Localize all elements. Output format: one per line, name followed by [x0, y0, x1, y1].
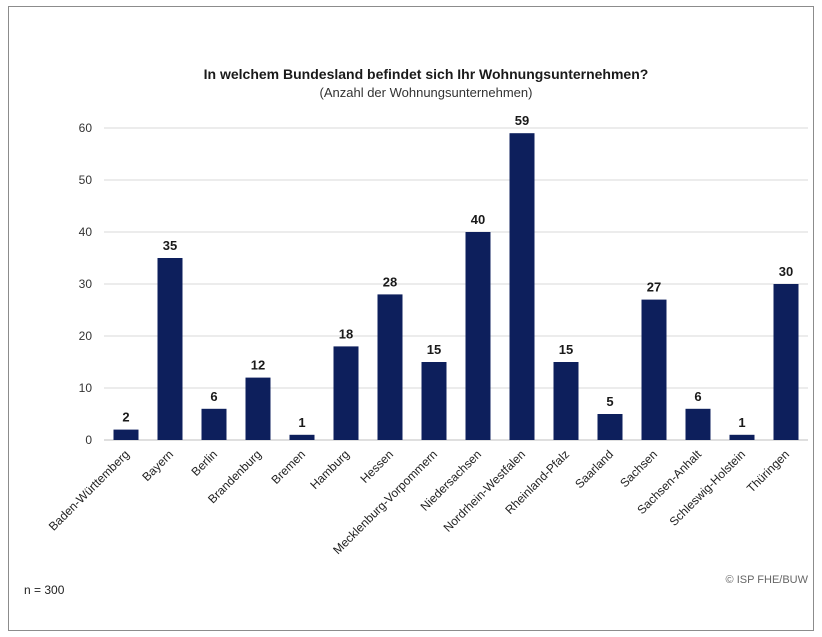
x-tick-label: Bayern — [139, 447, 176, 484]
y-axis-ticks: 0 10 20 30 40 50 60 — [79, 121, 93, 447]
data-label: 35 — [163, 238, 177, 253]
sample-size-note: n = 300 — [24, 583, 65, 597]
bar — [553, 362, 579, 440]
bars — [113, 133, 799, 440]
x-tick-label: Nordrhein-Westfalen — [441, 447, 529, 535]
bar — [157, 258, 183, 440]
bar — [377, 294, 403, 440]
y-tick-label: 10 — [79, 381, 93, 395]
data-label: 1 — [738, 415, 745, 430]
bar — [685, 408, 711, 440]
bar — [729, 434, 755, 440]
data-labels: 2 35 6 12 1 18 28 15 40 59 15 5 27 6 1 30 — [122, 113, 793, 430]
y-tick-label: 60 — [79, 121, 93, 135]
x-tick-label: Saarland — [572, 447, 616, 491]
data-label: 1 — [298, 415, 305, 430]
x-tick-label: Sachsen — [617, 447, 660, 490]
x-tick-label: Thüringen — [744, 447, 792, 495]
data-label: 30 — [779, 264, 793, 279]
x-tick-label: Schleswig-Holstein — [667, 447, 749, 529]
bar — [289, 434, 315, 440]
bar — [201, 408, 227, 440]
data-label: 6 — [694, 389, 701, 404]
bar — [333, 346, 359, 440]
bar — [245, 377, 271, 440]
x-tick-label: Hamburg — [307, 447, 352, 492]
data-label: 5 — [606, 394, 613, 409]
data-label: 2 — [122, 410, 129, 425]
y-tick-label: 20 — [79, 329, 93, 343]
category-labels: Baden-Württemberg Bayern BerlinBrandenburg… — [46, 447, 792, 557]
bar — [641, 299, 667, 440]
bar — [421, 362, 447, 440]
data-label: 27 — [647, 280, 661, 295]
chart-title: In welchem Bundesland befindet sich Ihr … — [204, 66, 649, 82]
x-tick-label: Hessen — [357, 447, 396, 486]
x-tick-label: Bremen — [269, 447, 309, 487]
bar — [465, 232, 491, 440]
data-label: 59 — [515, 113, 529, 128]
bar — [113, 429, 139, 440]
x-tick-label: Baden-Württemberg — [46, 447, 132, 533]
y-tick-label: 30 — [79, 277, 93, 291]
bar — [773, 284, 799, 440]
data-label: 18 — [339, 326, 353, 341]
data-label: 15 — [427, 342, 441, 357]
data-label: 12 — [251, 358, 265, 373]
data-label: 15 — [559, 342, 573, 357]
y-tick-label: 50 — [79, 173, 93, 187]
bar — [509, 133, 535, 440]
data-label: 28 — [383, 274, 397, 289]
chart-frame — [8, 6, 814, 631]
y-tick-label: 0 — [85, 433, 92, 447]
data-label: 6 — [210, 389, 217, 404]
chart-subtitle: (Anzahl der Wohnungsunternehmen) — [320, 85, 533, 100]
x-tick-label: Berlin — [189, 447, 221, 479]
y-tick-label: 40 — [79, 225, 93, 239]
copyright-note: © ISP FHE/BUW — [726, 574, 809, 586]
data-label: 40 — [471, 212, 485, 227]
bar — [597, 414, 623, 440]
